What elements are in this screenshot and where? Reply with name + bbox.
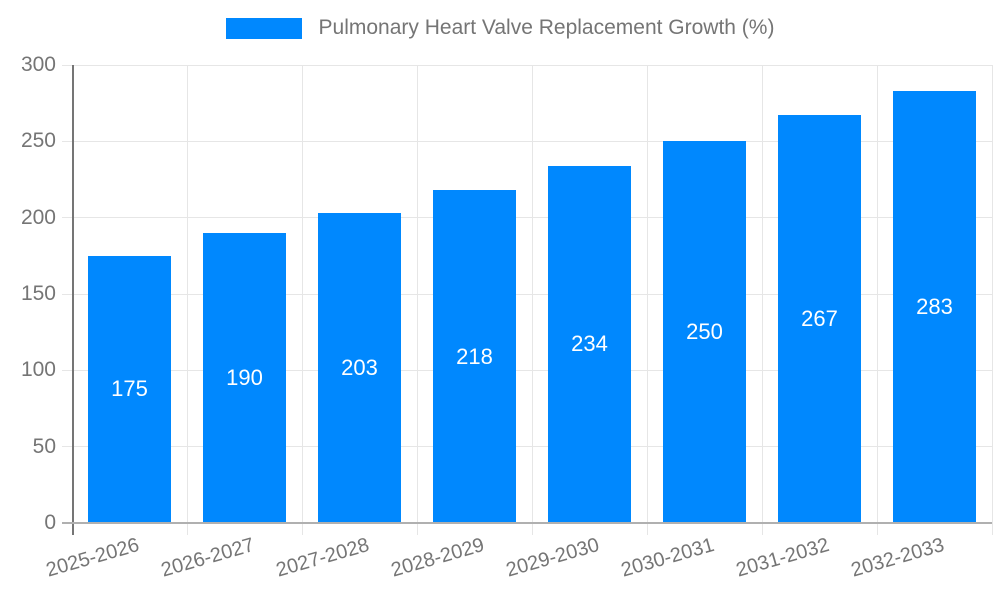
bar-value-label: 218 [456, 343, 493, 369]
v-gridline [991, 65, 993, 535]
x-axis-line [62, 522, 992, 524]
h-gridline [62, 217, 992, 219]
y-axis-tick-label: 50 [32, 434, 56, 458]
legend: Pulmonary Heart Valve Replacement Growth… [0, 14, 1000, 42]
y-axis-tick-label: 0 [44, 511, 56, 534]
h-gridline [62, 446, 992, 448]
x-axis-tick-label: 2028-2029 [388, 534, 487, 582]
y-axis-tick-label: 250 [20, 129, 56, 153]
x-axis-tick-label: 2029-2030 [503, 534, 602, 582]
x-axis-tick-label: 2030-2031 [618, 534, 717, 582]
plot-area: 175 190 203 218 234 250 267 283 [62, 64, 993, 535]
y-axis-tick-label: 100 [20, 358, 56, 382]
v-gridline [301, 65, 303, 535]
bar-value-label: 234 [571, 331, 608, 357]
y-axis-tick-label: 150 [20, 282, 56, 305]
bar: 203 [318, 213, 401, 523]
v-gridline [416, 65, 418, 535]
x-axis-tick-label: 2032-2033 [848, 534, 947, 582]
h-gridline [62, 140, 992, 142]
bar-value-label: 175 [111, 376, 148, 402]
v-gridline [186, 65, 188, 535]
v-gridline [646, 65, 648, 535]
bar-value-label: 190 [226, 364, 263, 390]
bar-value-label: 203 [341, 355, 378, 381]
h-gridline [62, 369, 992, 371]
bar: 283 [893, 90, 976, 523]
y-axis-tick-label: 200 [20, 205, 56, 229]
v-gridline [876, 65, 878, 535]
legend-label: Pulmonary Heart Valve Replacement Growth… [318, 16, 775, 39]
v-gridline [761, 65, 763, 535]
y-axis-tick-label: 300 [20, 53, 56, 76]
legend-swatch [225, 17, 302, 39]
bar: 250 [663, 141, 746, 523]
h-gridline [62, 293, 992, 295]
bar: 190 [203, 232, 286, 523]
bar: 267 [778, 115, 861, 523]
bar-value-label: 250 [686, 319, 723, 345]
bar: 218 [433, 190, 516, 523]
bar-value-label: 267 [801, 306, 838, 332]
bar-value-label: 283 [916, 293, 953, 319]
x-axis-tick-label: 2025-2026 [43, 534, 142, 582]
v-gridline [531, 65, 533, 535]
x-axis-tick-label: 2027-2028 [273, 534, 372, 582]
x-axis-tick-label: 2026-2027 [158, 534, 257, 582]
h-gridline [62, 64, 992, 66]
bar: 175 [88, 255, 171, 523]
y-axis-line [72, 65, 74, 535]
x-axis-tick-label: 2031-2032 [733, 534, 832, 582]
bar: 234 [548, 165, 631, 523]
